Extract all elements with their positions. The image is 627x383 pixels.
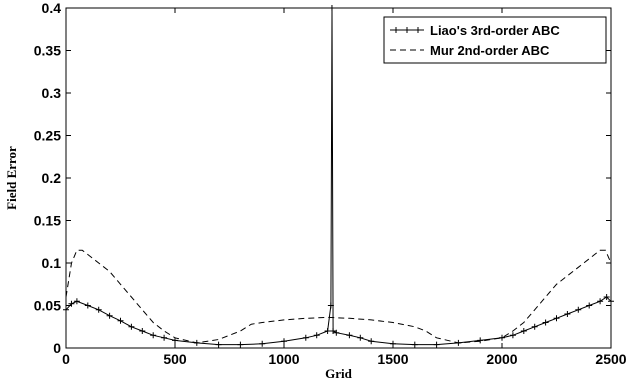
series-0-point	[237, 341, 244, 348]
series-0-point	[259, 340, 266, 347]
series-0-point	[128, 323, 135, 330]
series-0-point	[215, 341, 222, 348]
series-0-point	[63, 306, 69, 313]
series-0-point	[499, 334, 505, 341]
y-tick-label: 0.35	[34, 43, 61, 59]
series-0-point	[302, 334, 309, 341]
legend-label-1: Mur 2nd-order ABC	[430, 43, 550, 58]
y-axis-label: Field Error	[4, 146, 19, 210]
series-line-1	[65, 249, 612, 344]
series-0-point	[313, 332, 320, 339]
x-tick-label: 2500	[595, 351, 626, 367]
y-tick-label: 0.05	[34, 298, 61, 314]
series-0-point	[106, 312, 113, 319]
x-tick-label: 1000	[268, 351, 299, 367]
series-0-point	[357, 334, 364, 341]
series-0-point	[150, 332, 157, 339]
y-tick-label: 0	[53, 340, 61, 356]
plot-area	[65, 7, 612, 349]
series-0-point	[603, 294, 610, 300]
series-0-point	[509, 332, 516, 339]
series-line-0	[65, 7, 612, 346]
series-0-point	[520, 328, 527, 334]
series-0-point	[161, 334, 168, 341]
series-layer	[63, 5, 614, 348]
x-tick-label: 2000	[486, 351, 517, 367]
series-0-point	[328, 5, 335, 11]
series-0-point	[346, 332, 353, 339]
series-0-point	[542, 319, 549, 326]
series-0-point	[553, 315, 560, 322]
plot-frame	[65, 7, 612, 349]
series-0-point	[330, 328, 337, 334]
legend-marker	[393, 27, 399, 33]
legend-marker	[404, 27, 410, 33]
series-0-point	[368, 338, 375, 345]
y-tick-label: 0.2	[42, 170, 62, 186]
series-0-point	[139, 328, 146, 334]
series-0-point	[117, 317, 124, 324]
x-tick-label: 500	[163, 351, 187, 367]
legend-marker	[415, 27, 421, 33]
legend-label-0: Liao's 3rd-order ABC	[430, 23, 560, 38]
series-0-point	[73, 298, 80, 305]
series-0-point	[531, 323, 538, 330]
y-tick-label: 0.25	[34, 128, 61, 144]
series-0-point	[586, 302, 593, 309]
series-0-point	[172, 337, 178, 344]
series-0-point	[68, 300, 75, 307]
y-tick-label: 0.4	[42, 0, 62, 16]
series-0-point	[324, 328, 331, 334]
series-0-point	[84, 302, 91, 309]
legend-box	[383, 16, 607, 64]
series-0-point	[575, 306, 582, 313]
series-0-point	[433, 341, 440, 348]
y-tick-label: 0.15	[34, 213, 61, 229]
legend: Liao's 3rd-order ABC Mur 2nd-order ABC	[383, 16, 607, 64]
x-tick-label: 1500	[377, 351, 408, 367]
series-0-point	[411, 341, 418, 348]
series-0-point	[564, 311, 571, 317]
series-0-point	[333, 329, 340, 336]
series-0-point	[597, 298, 604, 305]
series-0-point	[608, 298, 614, 305]
x-tick-label: 0	[62, 351, 70, 367]
y-tick-label: 0.1	[42, 255, 62, 271]
series-0-point	[327, 302, 334, 309]
axes-layer: 0 500 1000 1500 2000 2500 0 0.05 0.1 0.15 0.2 0.25 0…	[34, 0, 627, 367]
y-tick-label: 0.3	[42, 85, 62, 101]
series-0-point	[477, 337, 484, 344]
series-0-point	[95, 306, 102, 313]
x-axis-label: Grid	[325, 366, 352, 381]
